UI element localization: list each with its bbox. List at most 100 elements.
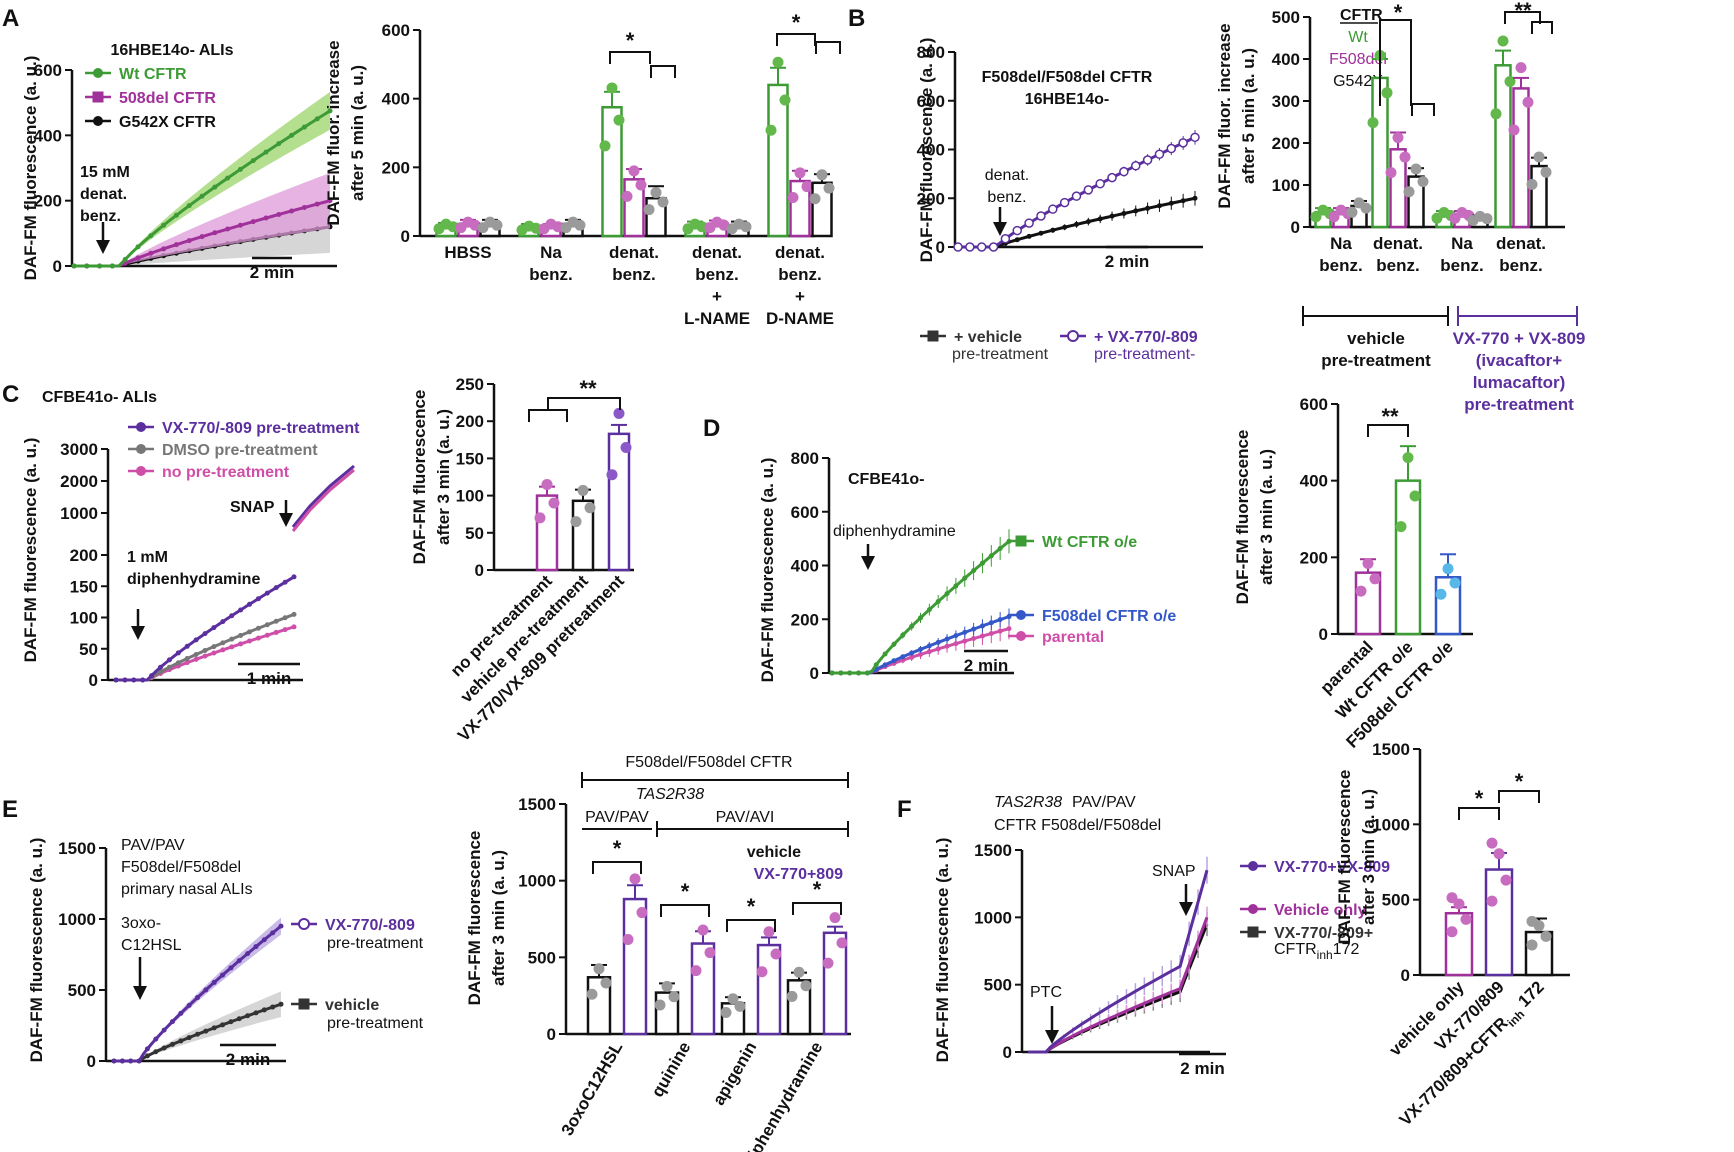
y-axis-title: DAF-FM fluorescence (a. u.) (758, 458, 777, 683)
stimulus-label: denat. (985, 167, 1029, 184)
trace-vx-marker (270, 930, 276, 936)
scale-bar-label: 1 min (247, 669, 291, 688)
chart-title: PAV/PAV (1072, 794, 1136, 811)
point-vx (704, 947, 716, 959)
trace-vx-marker (193, 637, 199, 643)
point-vx (636, 907, 648, 919)
panel-label: C (2, 381, 19, 408)
trace-vx-marker (255, 596, 261, 602)
trace-vx-marker (976, 242, 987, 252)
y-axis-title: DAF-FM fluorescence (1335, 770, 1354, 945)
y-tick-label: 2000 (60, 472, 98, 491)
group-label: lumacaftor) (1473, 373, 1566, 392)
trace-vehicle-marker (261, 1007, 267, 1013)
trace-wt-marker (186, 203, 192, 209)
trace-vx-marker (211, 625, 217, 631)
y-axis-title: after 5 min (a. u.) (348, 65, 367, 201)
y-tick-label: 0 (475, 561, 484, 580)
trace-dmso-marker (220, 640, 226, 646)
point-0 (1362, 557, 1374, 569)
y-tick-label: 400 (791, 557, 819, 576)
trace-dmso-marker (229, 636, 235, 642)
point-1 (1493, 848, 1505, 860)
trace-vx-marker (1166, 143, 1177, 154)
trace-0-marker (935, 646, 941, 652)
sig-bracket (1458, 807, 1500, 820)
point-2 (1540, 930, 1552, 942)
x-tick-label: HBSS (444, 243, 491, 262)
x-tick-label: + (795, 287, 805, 306)
x-tick-label: benz. (778, 265, 821, 284)
legend-vx: + VX-770/-809 (1094, 329, 1198, 346)
legend-title: CFTR (1340, 7, 1383, 24)
chart-title: 16HBE14o- (1025, 91, 1109, 108)
trace-vx-marker (1142, 155, 1153, 165)
y-tick-label: 0 (401, 227, 410, 246)
trace-dmso-marker (193, 651, 199, 657)
point-1 (1409, 490, 1421, 502)
arrow-head (993, 222, 1007, 236)
trace-f508-marker (199, 234, 205, 240)
trace-wt-marker (276, 141, 282, 147)
y-tick-label: 1500 (58, 839, 96, 858)
trace-2-marker (918, 615, 923, 621)
trace-vehicle-marker (1097, 216, 1103, 222)
panel-label: B (848, 5, 865, 32)
point-Wt (1310, 211, 1322, 223)
point-F508del (635, 179, 647, 191)
y-tick-label: 150 (70, 577, 98, 596)
group-label: (ivacaftor+ (1476, 351, 1563, 370)
point-vehicle (727, 993, 739, 1005)
y-tick-label: 50 (465, 524, 484, 543)
point-vx (763, 926, 775, 938)
chart-title: 16HBE14o- ALIs (111, 42, 234, 59)
point-Wt (779, 94, 791, 106)
trace-f508-marker (173, 242, 179, 248)
y-tick-label: 200 (456, 412, 484, 431)
trace-vx-marker (273, 585, 279, 591)
sig-star: * (747, 894, 756, 919)
sig-bracket (1411, 103, 1435, 116)
trace-vx-marker (1071, 191, 1082, 201)
trace-vx-marker (1024, 218, 1034, 228)
scale-bar-label: 2 min (964, 656, 1008, 675)
trace-0-marker (926, 649, 932, 655)
point-0 (1369, 573, 1381, 585)
legend-vx: VX-770/-809 (325, 917, 415, 934)
sig-star: * (1394, 0, 1403, 25)
trace-pink-snap (291, 468, 355, 532)
x-tick-label: denat. (775, 243, 825, 262)
trace-vehicle-marker (1121, 211, 1127, 217)
legend-vx-swatch-marker (298, 918, 310, 930)
y-tick-label: 0 (1401, 966, 1410, 985)
trace-0-marker (900, 657, 906, 663)
point-2 (1526, 915, 1538, 927)
y-tick-label: 0 (1003, 1043, 1012, 1062)
legend-g542: G542X CFTR (119, 114, 216, 131)
stimulus-label: 3oxo- (121, 915, 161, 932)
trace-2-marker (997, 546, 1003, 552)
trace-no-pretreat-marker (211, 650, 217, 656)
arrow-head (133, 986, 147, 1000)
y-axis-title: after 3 min (a. u.) (1257, 449, 1276, 585)
trace-wt-marker (250, 158, 256, 164)
trace-wt-marker (161, 222, 167, 228)
trace-wt-marker (314, 116, 320, 122)
stimulus-label: benz. (987, 189, 1026, 206)
trace-vx-marker (211, 979, 217, 985)
point-vehicle (720, 1007, 732, 1019)
trace-vx-marker (1059, 197, 1070, 208)
trace-wt-marker (173, 212, 179, 218)
legend-f508del: F508del CFTR o/e (1042, 608, 1176, 625)
bar-vx (622, 897, 648, 1036)
trace-vehicle-marker (1133, 208, 1139, 214)
y-tick-label: 1500 (974, 841, 1012, 860)
trace-vx-line (1028, 869, 1209, 1054)
y-tick-label: 100 (70, 609, 98, 628)
legend-wt-swatch-marker (93, 68, 103, 78)
y-tick-label: 0 (87, 1052, 96, 1071)
subscript: inh (1317, 948, 1333, 962)
stimulus-label: diphenhydramine (127, 571, 260, 588)
point-0 (534, 512, 546, 524)
trace-f508-marker (276, 211, 282, 217)
